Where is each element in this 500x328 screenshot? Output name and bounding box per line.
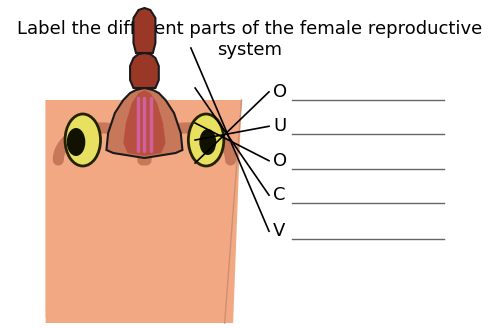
Polygon shape bbox=[46, 100, 242, 323]
Text: C: C bbox=[273, 186, 285, 204]
Text: Label the different parts of the female reproductive
system: Label the different parts of the female … bbox=[18, 20, 482, 59]
Ellipse shape bbox=[188, 114, 224, 166]
Text: V: V bbox=[273, 222, 285, 240]
Ellipse shape bbox=[66, 128, 86, 156]
Polygon shape bbox=[134, 8, 156, 53]
Polygon shape bbox=[130, 53, 159, 88]
Text: O: O bbox=[273, 152, 287, 170]
Ellipse shape bbox=[200, 129, 216, 155]
Polygon shape bbox=[106, 88, 182, 158]
Ellipse shape bbox=[65, 114, 100, 166]
Polygon shape bbox=[46, 100, 242, 323]
Text: O: O bbox=[273, 83, 287, 101]
Text: U: U bbox=[273, 117, 286, 135]
Polygon shape bbox=[124, 90, 166, 156]
